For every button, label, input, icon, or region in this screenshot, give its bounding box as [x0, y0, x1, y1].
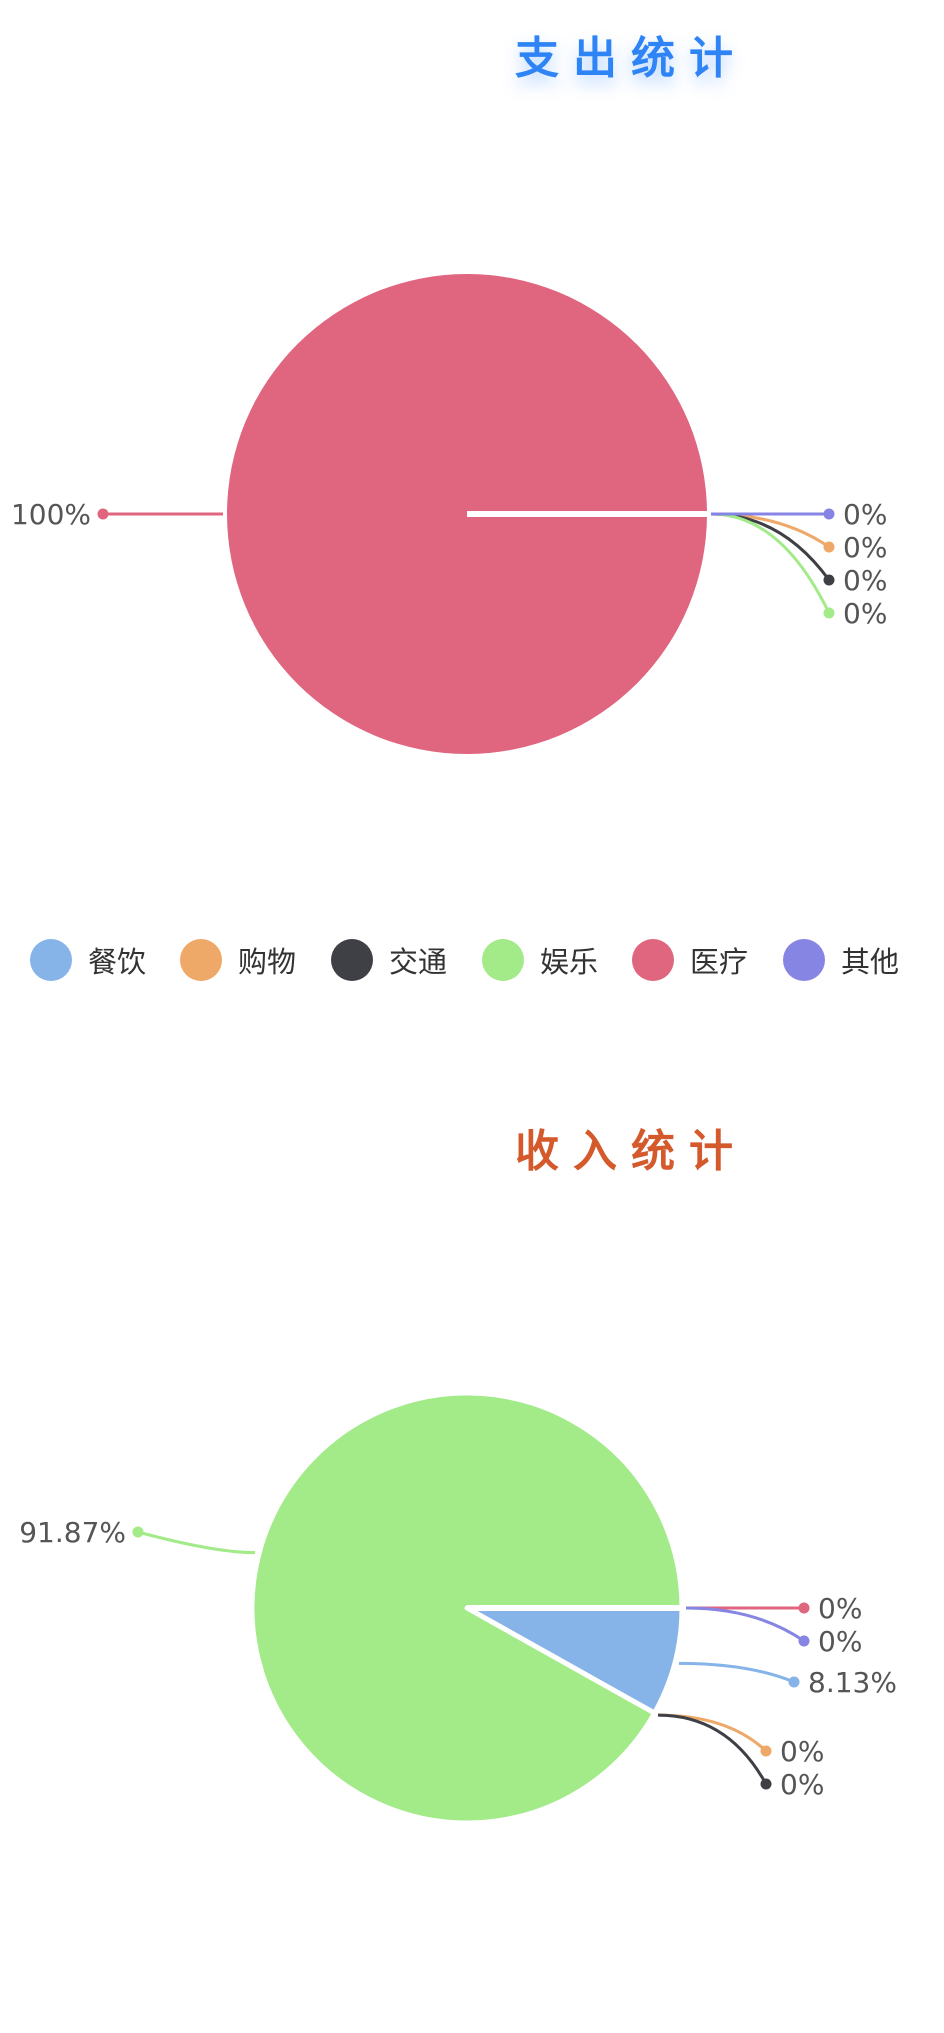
legend-label: 医疗 [690, 945, 749, 979]
leader-dot-交通 [823, 574, 835, 586]
legend-item-medical[interactable]: 医疗 [632, 935, 748, 985]
leader-line-餐饮 [678, 1661, 795, 1684]
leader-dot-其他 [798, 1635, 810, 1647]
data-label-餐饮: 8.13% [808, 1666, 897, 1699]
leader-line-交通 [710, 512, 831, 581]
legend-label: 娱乐 [540, 945, 599, 979]
income-chart-title: 收入统计 [515, 1126, 747, 1177]
legend-item-other[interactable]: 其他 [783, 935, 899, 985]
leader-dot-医疗 [798, 1602, 810, 1614]
legend-dot-icon [783, 939, 825, 981]
leader-dot-医疗 [97, 508, 109, 520]
data-label-医疗: 0% [818, 1592, 862, 1625]
legend-item-dining[interactable]: 餐饮 [30, 935, 146, 985]
legend-label: 其他 [841, 945, 900, 979]
data-label-娱乐: 0% [843, 597, 887, 630]
leader-dot-购物 [760, 1745, 772, 1757]
leader-line-娱乐 [710, 512, 831, 614]
legend-item-entertainment[interactable]: 娱乐 [482, 935, 598, 985]
data-label-购物: 0% [780, 1735, 824, 1768]
legend-label: 交通 [389, 945, 448, 979]
leader-dot-其他 [823, 508, 835, 520]
legend-label: 餐饮 [88, 945, 147, 979]
leader-dot-娱乐 [132, 1526, 144, 1538]
legend-dot-icon [30, 939, 72, 981]
leader-line-交通 [658, 1713, 768, 1785]
chart-legend: 餐饮 购物 交通 娱乐 医疗 其他 [0, 935, 944, 995]
leader-line-其他 [685, 1606, 805, 1643]
expense-pie-chart: 0%0%0%100% 0% [11, 274, 887, 754]
legend-label: 购物 [238, 945, 297, 979]
data-label-娱乐: 91.87% [19, 1516, 126, 1549]
legend-item-shopping[interactable]: 购物 [180, 935, 296, 985]
income-pie-chart: 8.13%0%0%91.87%0%0% [19, 1390, 897, 1826]
data-label-医疗: 100% [11, 498, 91, 531]
data-label-交通: 0% [780, 1768, 824, 1801]
data-label-交通: 0% [843, 564, 887, 597]
leader-dot-娱乐 [823, 607, 835, 619]
leader-line-购物 [710, 512, 830, 549]
leader-line-娱乐 [137, 1530, 256, 1555]
legend-dot-icon [632, 939, 674, 981]
leader-dot-餐饮 [788, 1676, 800, 1688]
data-label-购物: 0% [843, 531, 887, 564]
legend-dot-icon [331, 939, 373, 981]
leader-dot-交通 [760, 1778, 772, 1790]
legend-dot-icon [482, 939, 524, 981]
leader-line-购物 [658, 1713, 768, 1753]
legend-dot-icon [180, 939, 222, 981]
data-label-其他: 0% [843, 498, 887, 531]
data-label-其他: 0% [818, 1625, 862, 1658]
expense-chart-title: 支出统计 [515, 33, 747, 84]
legend-item-transport[interactable]: 交通 [331, 935, 447, 985]
leader-dot-购物 [823, 541, 835, 553]
